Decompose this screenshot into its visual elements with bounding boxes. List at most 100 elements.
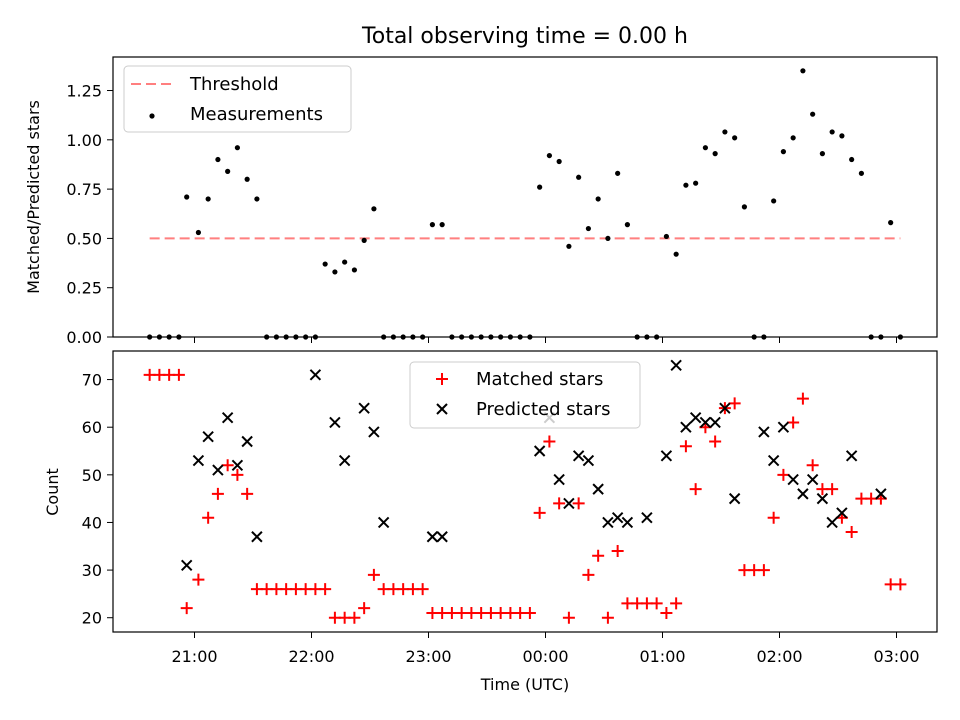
- measurement-point: [478, 334, 484, 340]
- predicted-star-point: [826, 516, 838, 529]
- measurement-point: [897, 334, 904, 340]
- measurement-point: [849, 156, 855, 163]
- predicted-star-point: [338, 454, 351, 467]
- y-tick-label: 70: [82, 371, 102, 390]
- predicted-star-point: [221, 411, 234, 424]
- predicted-star-point: [758, 426, 770, 438]
- measurement-point: [439, 222, 445, 228]
- measurement-point: [654, 334, 660, 340]
- predicted-star-point: [806, 473, 819, 486]
- measurement-point: [615, 170, 621, 176]
- matched-star-point: [845, 525, 858, 538]
- measurement-point: [225, 168, 231, 174]
- y-tick-label: 60: [82, 418, 102, 437]
- y-tick-label: 40: [82, 513, 102, 532]
- measurement-point: [312, 334, 318, 340]
- measurement-point: [741, 204, 748, 210]
- predicted-star-point: [192, 454, 205, 467]
- matched-star-point: [192, 573, 205, 586]
- measurement-point: [234, 145, 240, 151]
- measurement-point: [303, 334, 309, 340]
- matched-star-point: [670, 597, 683, 610]
- measurement-point: [254, 196, 260, 202]
- legend-measurements-swatch: [149, 113, 155, 119]
- matched-star-point: [172, 368, 185, 381]
- measurement-point: [566, 243, 572, 249]
- y-tick-label: 0.00: [66, 328, 102, 347]
- measurement-point: [732, 135, 738, 141]
- x-tick-label: 21:00: [171, 647, 217, 666]
- matched-star-point: [523, 606, 536, 619]
- matched-star-point: [894, 578, 907, 591]
- measurement-point: [390, 334, 396, 340]
- y-tick-label: 0.25: [66, 279, 102, 298]
- measurement-point: [147, 334, 153, 340]
- measurement-point: [410, 334, 416, 340]
- matched-star-point: [553, 497, 566, 510]
- predicted-star-point: [797, 488, 809, 500]
- measurement-point: [459, 334, 465, 340]
- measurement-point: [576, 174, 582, 180]
- measurement-point: [585, 225, 592, 232]
- top-y-axis-label: Matched/Predicted stars: [24, 100, 43, 294]
- measurement-point: [810, 111, 816, 117]
- matched-star-point: [757, 564, 770, 577]
- top-legend-box: [123, 65, 352, 133]
- measurement-point: [273, 334, 279, 340]
- predicted-star-point: [836, 507, 848, 519]
- measurement-point: [780, 149, 787, 155]
- measurement-point: [819, 151, 826, 157]
- x-tick-label: 22:00: [288, 647, 334, 666]
- measurement-point: [488, 334, 494, 340]
- matched-star-point: [592, 549, 605, 562]
- predicted-star-point: [719, 402, 731, 414]
- predicted-star-point: [680, 421, 692, 433]
- measurement-point: [683, 182, 689, 188]
- top-y-axis: 0.00 0.25 0.50 0.75 1.00 1.25: [66, 82, 113, 347]
- matched-star-point: [660, 606, 673, 619]
- predicted-star-point: [699, 416, 712, 429]
- measurement-point: [605, 235, 611, 242]
- measurement-point: [507, 334, 513, 340]
- legend-matched-swatch: [436, 373, 448, 385]
- measurement-point: [371, 206, 377, 212]
- measurement-point: [712, 151, 718, 157]
- matched-star-point: [767, 511, 780, 524]
- measurement-point: [156, 334, 162, 340]
- measurement-point: [517, 334, 523, 340]
- measurement-point: [361, 237, 367, 243]
- measurement-point: [624, 222, 631, 228]
- matched-star-point: [826, 483, 839, 496]
- predicted-star-point: [621, 516, 634, 529]
- measurement-point: [693, 180, 699, 186]
- measurement-point: [839, 133, 845, 139]
- measurement-point: [546, 152, 553, 159]
- legend-predicted-label: Predicted stars: [476, 399, 610, 420]
- x-tick-label: 23:00: [405, 647, 451, 666]
- y-tick-label: 30: [82, 561, 102, 580]
- measurement-point: [176, 334, 182, 340]
- top-panel: Total observing time = 0.00 h 0.000.250.…: [24, 24, 938, 347]
- matched-star-point: [679, 440, 692, 453]
- matched-star-point: [231, 468, 244, 481]
- predicted-star-point: [777, 421, 790, 433]
- bottom-y-axis: 20 30 40 50 60 70: [82, 371, 113, 628]
- measurement-point: [537, 184, 543, 190]
- bottom-legend-box: [409, 361, 641, 429]
- bottom-x-axis-label: Time (UTC): [480, 675, 569, 694]
- x-tick-label: 03:00: [873, 647, 919, 666]
- legend-threshold-label: Threshold: [189, 74, 279, 95]
- matched-star-point: [562, 611, 575, 624]
- measurement-point: [322, 261, 328, 267]
- predicted-star-point: [611, 511, 624, 524]
- matched-star-point: [650, 597, 663, 610]
- matched-star-point: [367, 568, 380, 581]
- predicted-star-point: [180, 559, 193, 572]
- measurement-point: [381, 334, 387, 340]
- predicted-star-point: [377, 516, 390, 529]
- top-x-axis: [194, 337, 897, 343]
- measurement-point: [595, 196, 601, 202]
- matched-star-point: [358, 602, 371, 615]
- y-tick-label: 1.00: [66, 131, 102, 150]
